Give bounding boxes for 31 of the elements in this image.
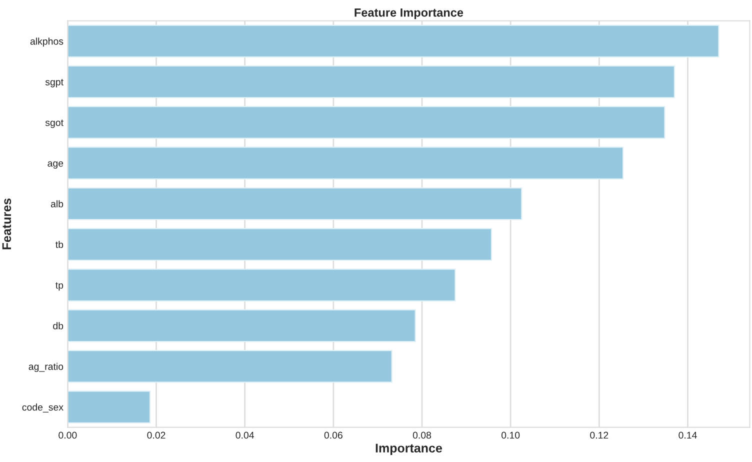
x-tick-label: 0.10 — [502, 432, 520, 439]
y-tick-label: alb — [50, 200, 64, 208]
y-axis-title: Features — [2, 198, 12, 250]
bar — [68, 187, 522, 220]
bar — [68, 106, 666, 139]
x-tick-label: 0.14 — [678, 432, 697, 439]
y-tick-label: ag_ratio — [28, 362, 64, 372]
y-tick-label: code_sex — [22, 404, 64, 412]
chart-title: Feature Importance — [354, 8, 464, 20]
x-tick-label: 0.04 — [236, 432, 254, 439]
bar — [68, 228, 492, 261]
bar — [68, 268, 456, 302]
bar — [68, 146, 624, 180]
bar — [68, 24, 720, 58]
y-tick-label: tb — [56, 240, 64, 248]
bar — [68, 390, 151, 424]
y-tick-label: age — [48, 161, 64, 169]
bar — [68, 309, 416, 342]
x-tick-label: 0.02 — [147, 432, 166, 439]
y-tick-label: alkphos — [30, 38, 64, 47]
y-tick-label: sgpt — [45, 79, 64, 88]
bar — [68, 350, 392, 383]
x-axis-title: Importance — [376, 444, 442, 456]
bar — [68, 65, 676, 98]
y-tick-label: sgot — [45, 120, 64, 128]
x-tick-label: 0.06 — [324, 432, 342, 439]
x-tick-label: 0.12 — [590, 432, 608, 439]
y-tick-label: db — [53, 322, 64, 330]
y-tick-label: tp — [56, 282, 64, 291]
x-tick-label: 0.08 — [412, 432, 432, 439]
x-tick-label: 0.00 — [58, 432, 77, 439]
